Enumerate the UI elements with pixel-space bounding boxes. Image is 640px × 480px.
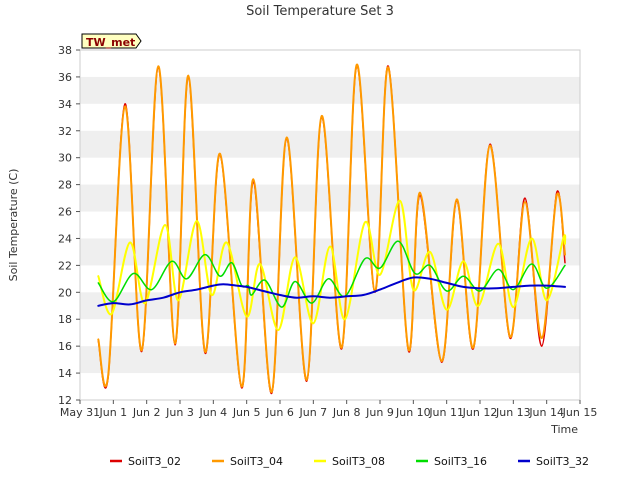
x-tick-label: Jun 8	[332, 406, 361, 419]
y-tick-label: 22	[58, 259, 72, 272]
y-tick-label: 34	[58, 98, 72, 111]
x-tick-label: Jun 7	[298, 406, 327, 419]
x-tick-label: Jun 1	[98, 406, 127, 419]
series-line-soilt3-16	[97, 240, 566, 308]
y-tick-label: 12	[58, 394, 72, 407]
x-tick-label: Jun 5	[232, 406, 261, 419]
y-tick-label: 26	[58, 206, 72, 219]
x-tick-label: Jun 10	[395, 406, 431, 419]
x-axis-ticks: May 31 Jun 1 Jun 2 Jun 3 Jun 4 Jun 5 Jun 6 Jun …	[60, 400, 597, 419]
legend-label: SoilT3_32	[536, 455, 589, 468]
grid-band	[80, 76, 580, 104]
y-tick-label: 20	[58, 286, 72, 299]
series-line-soilt3-04	[97, 63, 566, 393]
y-tick-label: 30	[58, 152, 72, 165]
legend-label: SoilT3_16	[434, 455, 487, 468]
y-tick-label: 16	[58, 340, 72, 353]
y-tick-label: 28	[58, 179, 72, 192]
y-axis-ticks: 12 14 16 18 20 22 24 26 28 30 32 34 36 38	[58, 44, 80, 407]
y-tick-label: 36	[58, 71, 72, 84]
y-tick-label: 14	[58, 367, 72, 380]
plot-area-frame	[79, 49, 581, 401]
x-tick-label: Jun 12	[462, 406, 498, 419]
legend-label: SoilT3_08	[332, 455, 385, 468]
y-tick-label: 24	[58, 232, 72, 245]
chart-title: Soil Temperature Set 3	[246, 4, 394, 19]
grid-band	[80, 346, 580, 374]
x-tick-label: Jun 6	[265, 406, 294, 419]
y-tick-label: 38	[58, 44, 72, 57]
grid-band	[80, 238, 580, 266]
series-line-soilt3-08	[97, 199, 567, 332]
y-tick-label: 18	[58, 313, 72, 326]
x-tick-label: Jun 11	[428, 406, 464, 419]
x-axis-label: Time	[550, 423, 578, 436]
x-tick-label: Jun 3	[165, 406, 194, 419]
legend: SoilT3_02 SoilT3_04 SoilT3_08 SoilT3_16 Soil…	[110, 455, 589, 468]
y-tick-label: 32	[58, 125, 72, 138]
legend-label: SoilT3_04	[230, 455, 283, 468]
x-tick-label: Jun 4	[198, 406, 227, 419]
series-layer	[97, 63, 567, 395]
x-tick-label: May 31	[60, 406, 100, 419]
series-line-soilt3-32	[97, 276, 566, 307]
grid-band	[80, 130, 580, 158]
x-tick-label: Jun 9	[365, 406, 394, 419]
y-axis-label: Soil Temperature (C)	[7, 169, 20, 282]
x-tick-label: Jun 15	[562, 406, 598, 419]
legend-label: SoilT3_02	[128, 455, 181, 468]
station-badge: TW_met	[81, 33, 142, 49]
grid-bands	[80, 76, 580, 374]
x-tick-label: Jun 13	[495, 406, 531, 419]
x-tick-label: Jun 14	[528, 406, 564, 419]
station-badge-label: TW_met	[86, 36, 135, 49]
x-tick-label: Jun 2	[132, 406, 161, 419]
